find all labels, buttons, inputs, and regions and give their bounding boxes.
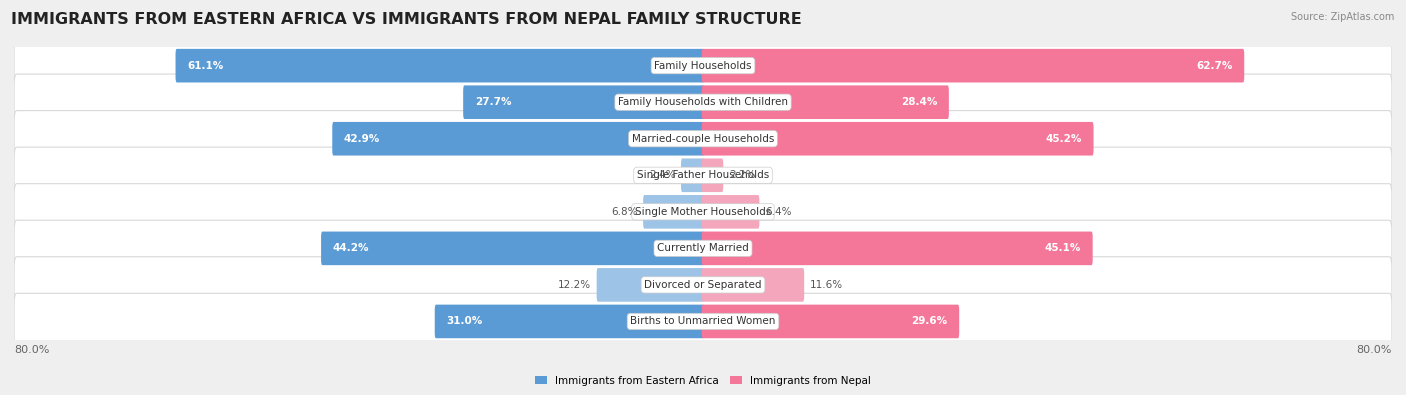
FancyBboxPatch shape <box>332 122 704 156</box>
FancyBboxPatch shape <box>702 122 1094 156</box>
FancyBboxPatch shape <box>14 184 1392 240</box>
FancyBboxPatch shape <box>702 231 1092 265</box>
Text: Source: ZipAtlas.com: Source: ZipAtlas.com <box>1291 12 1395 22</box>
Text: 2.4%: 2.4% <box>650 170 675 180</box>
FancyBboxPatch shape <box>702 305 959 338</box>
Text: 80.0%: 80.0% <box>14 345 49 355</box>
FancyBboxPatch shape <box>14 111 1392 167</box>
Text: 12.2%: 12.2% <box>558 280 591 290</box>
Text: 45.2%: 45.2% <box>1046 134 1083 144</box>
FancyBboxPatch shape <box>596 268 704 302</box>
FancyBboxPatch shape <box>643 195 704 229</box>
Text: 61.1%: 61.1% <box>187 61 224 71</box>
FancyBboxPatch shape <box>702 49 1244 83</box>
Text: 31.0%: 31.0% <box>446 316 482 326</box>
FancyBboxPatch shape <box>176 49 704 83</box>
Text: 29.6%: 29.6% <box>911 316 948 326</box>
Text: 6.8%: 6.8% <box>612 207 637 217</box>
Text: Single Mother Households: Single Mother Households <box>636 207 770 217</box>
Text: 44.2%: 44.2% <box>333 243 370 253</box>
Text: Divorced or Separated: Divorced or Separated <box>644 280 762 290</box>
FancyBboxPatch shape <box>702 158 723 192</box>
Text: 42.9%: 42.9% <box>344 134 380 144</box>
Text: 6.4%: 6.4% <box>765 207 792 217</box>
FancyBboxPatch shape <box>434 305 704 338</box>
Text: 45.1%: 45.1% <box>1045 243 1081 253</box>
Legend: Immigrants from Eastern Africa, Immigrants from Nepal: Immigrants from Eastern Africa, Immigran… <box>530 372 876 390</box>
FancyBboxPatch shape <box>14 147 1392 203</box>
Text: 80.0%: 80.0% <box>1357 345 1392 355</box>
Text: Currently Married: Currently Married <box>657 243 749 253</box>
Text: 11.6%: 11.6% <box>810 280 844 290</box>
FancyBboxPatch shape <box>463 85 704 119</box>
Text: 27.7%: 27.7% <box>475 97 512 107</box>
FancyBboxPatch shape <box>14 38 1392 94</box>
Text: Married-couple Households: Married-couple Households <box>631 134 775 144</box>
FancyBboxPatch shape <box>321 231 704 265</box>
Text: Births to Unmarried Women: Births to Unmarried Women <box>630 316 776 326</box>
Text: 2.2%: 2.2% <box>728 170 755 180</box>
Text: Family Households with Children: Family Households with Children <box>619 97 787 107</box>
FancyBboxPatch shape <box>14 257 1392 313</box>
FancyBboxPatch shape <box>702 268 804 302</box>
Text: 62.7%: 62.7% <box>1197 61 1233 71</box>
Text: 28.4%: 28.4% <box>901 97 938 107</box>
FancyBboxPatch shape <box>14 74 1392 130</box>
FancyBboxPatch shape <box>702 195 759 229</box>
Text: IMMIGRANTS FROM EASTERN AFRICA VS IMMIGRANTS FROM NEPAL FAMILY STRUCTURE: IMMIGRANTS FROM EASTERN AFRICA VS IMMIGR… <box>11 12 801 27</box>
Text: Family Households: Family Households <box>654 61 752 71</box>
FancyBboxPatch shape <box>14 220 1392 276</box>
FancyBboxPatch shape <box>702 85 949 119</box>
FancyBboxPatch shape <box>681 158 704 192</box>
Text: Single Father Households: Single Father Households <box>637 170 769 180</box>
FancyBboxPatch shape <box>14 293 1392 350</box>
